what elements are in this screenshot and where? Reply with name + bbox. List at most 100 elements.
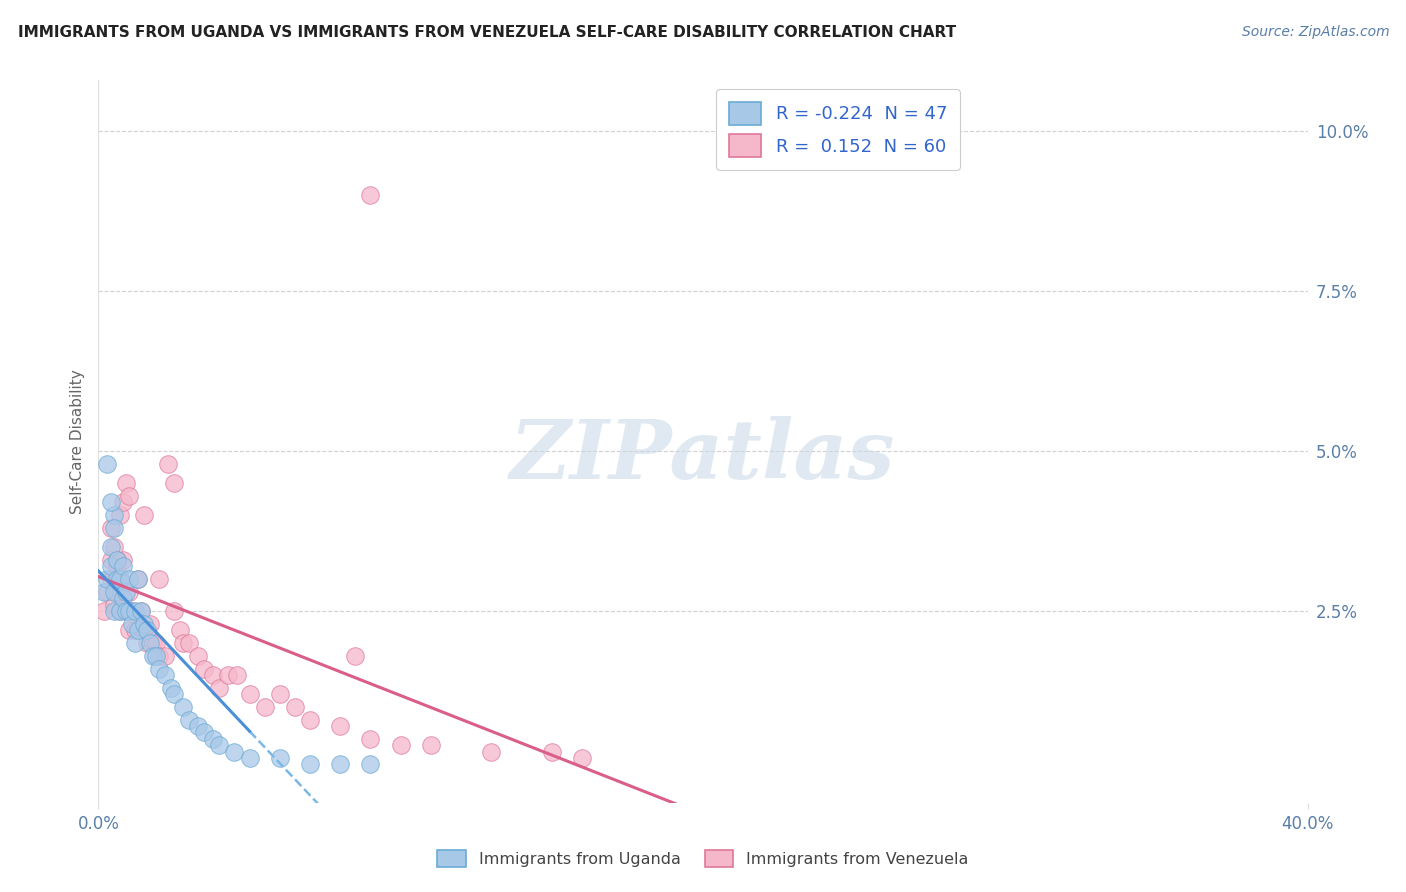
- Point: [118, 623, 141, 637]
- Point: [148, 648, 170, 663]
- Point: [187, 719, 209, 733]
- Point: [93, 584, 115, 599]
- Point: [179, 636, 201, 650]
- Point: [208, 681, 231, 695]
- Point: [103, 604, 125, 618]
- Point: [360, 188, 382, 202]
- Point: [153, 668, 176, 682]
- Point: [100, 572, 122, 586]
- Point: [360, 731, 382, 746]
- Point: [108, 572, 131, 586]
- Point: [571, 751, 593, 765]
- Point: [103, 598, 125, 612]
- Point: [139, 636, 162, 650]
- Point: [118, 604, 141, 618]
- Point: [124, 623, 146, 637]
- Point: [187, 648, 209, 663]
- Point: [160, 681, 183, 695]
- Point: [124, 636, 146, 650]
- Point: [269, 687, 291, 701]
- Point: [100, 540, 122, 554]
- Point: [145, 648, 167, 663]
- Point: [105, 584, 128, 599]
- Point: [96, 457, 118, 471]
- Point: [111, 553, 134, 567]
- Point: [163, 476, 186, 491]
- Point: [224, 745, 246, 759]
- Point: [253, 699, 276, 714]
- Point: [111, 559, 134, 574]
- Legend: R = -0.224  N = 47, R =  0.152  N = 60: R = -0.224 N = 47, R = 0.152 N = 60: [716, 89, 960, 170]
- Point: [193, 725, 215, 739]
- Text: Source: ZipAtlas.com: Source: ZipAtlas.com: [1241, 25, 1389, 39]
- Point: [114, 604, 136, 618]
- Point: [132, 623, 155, 637]
- Legend: Immigrants from Uganda, Immigrants from Venezuela: Immigrants from Uganda, Immigrants from …: [432, 843, 974, 873]
- Point: [148, 572, 170, 586]
- Text: ZIPatlas: ZIPatlas: [510, 416, 896, 496]
- Point: [239, 687, 262, 701]
- Point: [135, 636, 157, 650]
- Point: [148, 661, 170, 675]
- Point: [103, 508, 125, 522]
- Point: [105, 559, 128, 574]
- Point: [105, 572, 128, 586]
- Point: [139, 616, 162, 631]
- Point: [100, 559, 122, 574]
- Point: [172, 636, 194, 650]
- Point: [217, 668, 239, 682]
- Point: [129, 604, 152, 618]
- Text: IMMIGRANTS FROM UGANDA VS IMMIGRANTS FROM VENEZUELA SELF-CARE DISABILITY CORRELA: IMMIGRANTS FROM UGANDA VS IMMIGRANTS FRO…: [18, 25, 956, 40]
- Point: [172, 699, 194, 714]
- Point: [100, 521, 122, 535]
- Point: [208, 738, 231, 752]
- Point: [108, 508, 131, 522]
- Point: [121, 604, 143, 618]
- Point: [108, 572, 131, 586]
- Point: [114, 476, 136, 491]
- Point: [420, 738, 443, 752]
- Point: [193, 661, 215, 675]
- Point: [163, 604, 186, 618]
- Point: [96, 584, 118, 599]
- Point: [129, 604, 152, 618]
- Point: [111, 591, 134, 606]
- Point: [179, 713, 201, 727]
- Point: [100, 495, 122, 509]
- Point: [226, 668, 249, 682]
- Point: [344, 648, 367, 663]
- Point: [111, 495, 134, 509]
- Point: [103, 521, 125, 535]
- Point: [100, 553, 122, 567]
- Point: [132, 508, 155, 522]
- Point: [156, 457, 179, 471]
- Point: [96, 572, 118, 586]
- Point: [124, 604, 146, 618]
- Y-axis label: Self-Care Disability: Self-Care Disability: [69, 369, 84, 514]
- Point: [103, 572, 125, 586]
- Point: [284, 699, 307, 714]
- Point: [118, 572, 141, 586]
- Point: [329, 719, 352, 733]
- Point: [163, 687, 186, 701]
- Point: [127, 623, 149, 637]
- Point: [389, 738, 412, 752]
- Point: [329, 757, 352, 772]
- Point: [481, 745, 503, 759]
- Point: [299, 713, 322, 727]
- Point: [360, 757, 382, 772]
- Point: [202, 731, 225, 746]
- Point: [132, 616, 155, 631]
- Point: [540, 745, 562, 759]
- Point: [105, 553, 128, 567]
- Point: [103, 584, 125, 599]
- Point: [142, 636, 165, 650]
- Point: [169, 623, 191, 637]
- Point: [153, 648, 176, 663]
- Point: [135, 623, 157, 637]
- Point: [93, 604, 115, 618]
- Point: [239, 751, 262, 765]
- Point: [108, 604, 131, 618]
- Point: [299, 757, 322, 772]
- Point: [105, 553, 128, 567]
